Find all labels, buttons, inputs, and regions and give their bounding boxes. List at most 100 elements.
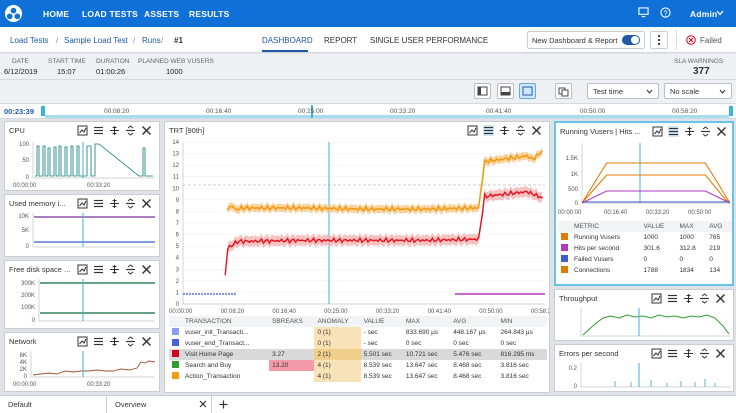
column-header[interactable]: TRANSACTION (185, 318, 232, 325)
split-icon[interactable] (515, 125, 526, 136)
column-header[interactable]: MAX (405, 318, 420, 325)
table-row[interactable]: Hits per second 301.6 312.8 219 (558, 243, 732, 254)
monitor-icon[interactable] (638, 7, 649, 18)
close-icon[interactable] (715, 348, 726, 359)
split-icon[interactable] (125, 198, 136, 209)
split-icon[interactable] (125, 125, 136, 136)
table-icon[interactable] (93, 264, 104, 275)
app-logo[interactable] (4, 4, 23, 23)
timeline-handle-right[interactable] (729, 106, 733, 116)
user-menu[interactable]: Admin (690, 9, 718, 19)
new-dashboard-switch[interactable] (622, 35, 640, 45)
table-icon[interactable] (667, 348, 678, 359)
table-row[interactable]: vuser_init_Transacti... 0 (1) - sec 833.… (169, 327, 547, 338)
chart-type-icon[interactable] (77, 198, 88, 209)
table-row-selected[interactable]: Visit Home Page 3.27 2 (1) 5.501 sec 10.… (169, 349, 547, 360)
column-header[interactable]: AVG (453, 318, 467, 325)
tab-dashboard[interactable]: DASHBOARD (262, 36, 313, 45)
move-icon[interactable] (109, 264, 120, 275)
split-icon[interactable] (125, 336, 136, 347)
layout-left-button[interactable] (474, 83, 491, 99)
table-row[interactable]: vuser_end_Transact... 0 (1) - sec 0 sec … (169, 338, 547, 349)
network-panel: Network 6K 4K 2K 0 00:00:00 00:33:20 (4, 332, 160, 392)
column-header[interactable]: METRIC (574, 223, 599, 230)
granularity-select[interactable]: Test time (587, 83, 659, 99)
column-header[interactable]: VALUE (643, 223, 665, 230)
split-icon[interactable] (700, 126, 711, 137)
move-icon[interactable] (683, 293, 694, 304)
close-icon[interactable] (141, 264, 152, 275)
layout-full-button[interactable] (519, 83, 536, 99)
table-cell: 4 (1) (314, 371, 361, 382)
tab-single-user-performance[interactable]: SINGLE USER PERFORMANCE (370, 36, 489, 45)
nav-results[interactable]: RESULTS (189, 9, 230, 19)
close-icon[interactable] (531, 125, 542, 136)
split-icon[interactable] (699, 348, 710, 359)
move-icon[interactable] (499, 125, 510, 136)
data-point (449, 207, 452, 210)
table-icon[interactable] (667, 293, 678, 304)
column-header[interactable]: MAX (679, 223, 694, 230)
chart-type-icon[interactable] (651, 348, 662, 359)
y-tick-label: 2 (176, 279, 180, 285)
timeline-slider[interactable]: 00:23:39 00:08:20 00:16:40 00:25:00 00:3… (0, 103, 736, 119)
table-cell: Failed Vusers (574, 256, 614, 263)
column-header[interactable]: ANOMALY (317, 318, 349, 325)
split-icon[interactable] (699, 293, 710, 304)
breadcrumb-load-tests[interactable]: Load Tests (10, 36, 49, 45)
series-line-connections (581, 174, 731, 204)
column-header[interactable]: AVG (709, 223, 723, 230)
table-icon[interactable] (483, 125, 494, 136)
chart-type-icon[interactable] (652, 126, 663, 137)
tab-overview[interactable]: Overview (106, 396, 212, 413)
close-icon[interactable] (199, 400, 207, 408)
table-row[interactable]: Search and Buy 13.20 4 (1) 8.539 sec 13.… (169, 360, 547, 371)
table-row[interactable]: Action_Transaction 4 (1) 8.539 sec 13.64… (169, 371, 547, 382)
compare-button[interactable] (555, 83, 572, 99)
chart-type-icon[interactable] (651, 293, 662, 304)
chart-type-icon[interactable] (77, 125, 88, 136)
table-icon[interactable] (93, 198, 104, 209)
close-icon[interactable] (141, 125, 152, 136)
move-icon[interactable] (109, 336, 120, 347)
column-header[interactable]: VALUE (363, 318, 385, 325)
column-header[interactable]: SBREAKS (272, 318, 303, 325)
table-icon[interactable] (668, 126, 679, 137)
chart-type-icon[interactable] (467, 125, 478, 136)
table-row[interactable]: Connections 1788 1834 134 (558, 265, 732, 276)
scale-select[interactable]: No scale (664, 83, 732, 99)
move-icon[interactable] (683, 348, 694, 359)
table-cell: - sec (363, 329, 378, 336)
chart-type-icon[interactable] (77, 336, 88, 347)
timeline-handle-left[interactable] (41, 106, 45, 116)
tab-report[interactable]: REPORT (324, 36, 358, 45)
breadcrumb-sample-load-test[interactable]: Sample Load Test (64, 36, 128, 45)
close-icon[interactable] (141, 198, 152, 209)
table-row[interactable]: Failed Vusers 0 0 0 (558, 254, 732, 265)
layout-bottom-button[interactable] (497, 83, 514, 99)
metrics-table: METRIC VALUE MAX AVG Running Vusers 1000… (558, 221, 732, 276)
nav-home[interactable]: HOME (43, 9, 70, 19)
column-header[interactable]: MIN (500, 318, 513, 325)
table-icon[interactable] (93, 125, 104, 136)
more-options-button[interactable] (650, 31, 668, 49)
data-point (461, 239, 464, 242)
table-row[interactable]: Running Vusers 1000 1000 765 (558, 232, 732, 243)
timeline-cursor[interactable] (311, 105, 313, 118)
move-icon[interactable] (109, 125, 120, 136)
tab-default[interactable]: Default (8, 400, 32, 409)
close-icon[interactable] (716, 126, 727, 137)
table-icon[interactable] (93, 336, 104, 347)
close-icon[interactable] (715, 293, 726, 304)
chart-type-icon[interactable] (77, 264, 88, 275)
chevron-down-icon[interactable] (716, 10, 724, 16)
move-icon[interactable] (684, 126, 695, 137)
help-icon[interactable]: ? (660, 7, 671, 18)
nav-load-tests[interactable]: LOAD TESTS (82, 9, 138, 19)
nav-assets[interactable]: ASSETS (144, 9, 180, 19)
close-icon[interactable] (141, 336, 152, 347)
breadcrumb-runs[interactable]: Runs (142, 36, 161, 45)
add-tab-icon[interactable] (219, 400, 228, 409)
split-icon[interactable] (125, 264, 136, 275)
move-icon[interactable] (109, 198, 120, 209)
